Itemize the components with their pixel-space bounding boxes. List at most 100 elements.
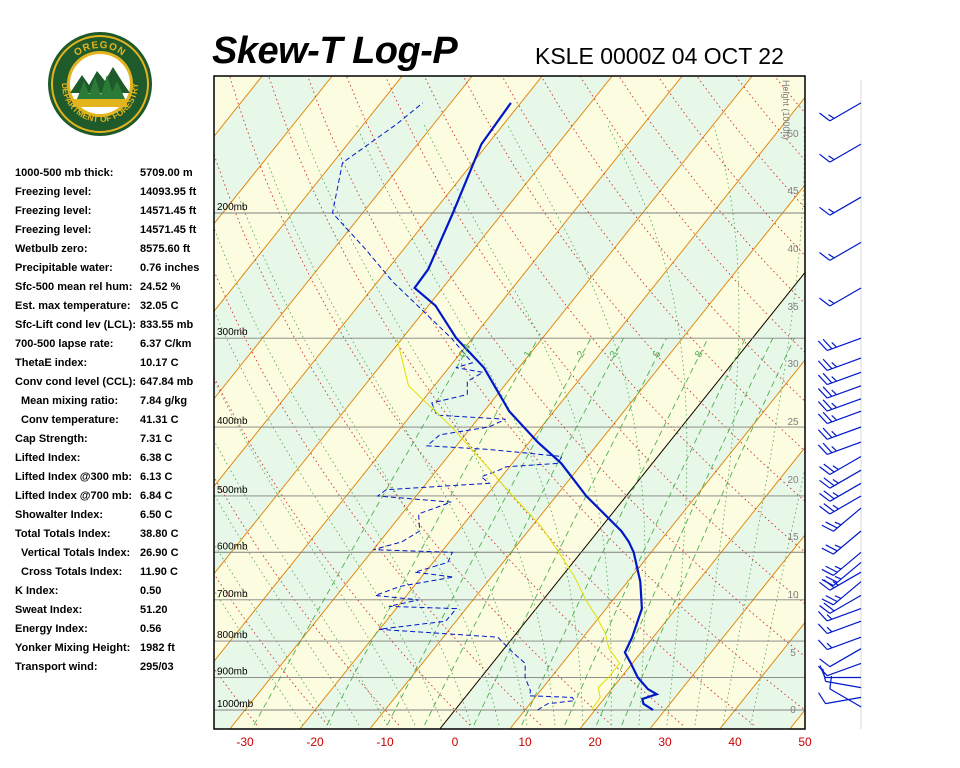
barb-half-flag [828, 253, 835, 259]
pressure-label: 900mb [217, 666, 248, 677]
index-label: Precipitable water: [15, 262, 113, 274]
index-label: Wetbulb zero: [15, 243, 88, 255]
x-tick-label: 0 [452, 735, 459, 749]
wind-barb [819, 287, 862, 307]
index-value: 6.50 C [140, 509, 173, 521]
barb-shaft [829, 482, 862, 502]
pressure-label: 700mb [217, 589, 248, 600]
moist-adiabat-line [214, 542, 332, 726]
index-row: Wetbulb zero: 8575.60 ft [15, 243, 215, 262]
moist-adiabat-line [214, 309, 444, 726]
barb-half-flag [828, 114, 835, 119]
barb-shaft [826, 371, 862, 386]
barb-flag [819, 112, 831, 122]
mixing-ratio-line [596, 338, 774, 726]
barb-flag [821, 579, 834, 587]
barb-shaft [833, 551, 862, 576]
index-value: 51.20 [140, 604, 168, 616]
barb-flag [822, 358, 833, 370]
index-row: Conv temperature: 41.31 C [15, 414, 215, 433]
index-label: Freezing level: [15, 224, 92, 236]
barb-shaft [829, 196, 862, 216]
barb-shaft [826, 441, 862, 455]
isotherm-line [229, 76, 753, 729]
wind-barb [819, 648, 862, 668]
barb-flag [823, 490, 835, 500]
wind-barb [817, 608, 862, 622]
wind-barb [817, 337, 862, 352]
barb-flag [817, 610, 828, 622]
barb-shaft [829, 102, 862, 122]
wind-barb [817, 385, 862, 399]
pressure-label: 300mb [217, 327, 248, 338]
x-tick-label: 10 [518, 735, 532, 749]
mixing-ratio-line [424, 337, 624, 726]
index-label: Lifted Index @700 mb: [15, 490, 133, 502]
x-tick-label: 40 [728, 735, 742, 749]
barb-flag [819, 297, 831, 307]
barb-half-flag [834, 565, 842, 570]
barb-flag [825, 544, 838, 552]
index-value: 24.52 % [140, 281, 181, 293]
barb-shaft [829, 594, 862, 614]
index-row: Cross Totals Index: 11.90 C [15, 566, 215, 585]
index-row: Cap Strength: 7.31 C [15, 433, 215, 452]
index-value: 11.90 C [140, 566, 178, 578]
barb-flag [822, 399, 833, 410]
isotherm-line [579, 446, 805, 729]
barb-shaft [829, 455, 862, 476]
wind-barb [821, 581, 862, 606]
station-time-subtitle: KSLE 0000Z 04 OCT 22 [535, 43, 784, 69]
height-tick-label: 25 [787, 417, 799, 428]
barb-shaft [826, 357, 862, 371]
height-tick-label: 40 [787, 244, 799, 255]
barb-flag [825, 575, 838, 583]
dry-adiabat-line [214, 667, 258, 726]
index-label: 700-500 lapse rate: [15, 338, 114, 350]
index-row: Showalter Index: 6.50 C [15, 509, 215, 528]
wind-barb [817, 662, 862, 677]
x-tick-label: -20 [306, 735, 324, 749]
mixing-ratio-line [326, 337, 539, 726]
index-value: 14571.45 ft [140, 205, 197, 217]
index-row: Lifted Index: 6.38 C [15, 452, 215, 471]
barb-flag [819, 658, 831, 668]
barb-shaft [826, 608, 862, 622]
index-row: Precipitable water: 0.76 inches [15, 262, 215, 281]
barb-half-flag [834, 544, 842, 549]
barb-half-flag [831, 415, 837, 421]
barb-flag [822, 386, 833, 397]
pressure-label: 800mb [217, 630, 248, 641]
index-value: 26.90 C [140, 547, 179, 559]
height-tick-label: 50 [787, 129, 799, 140]
stability-indices-panel: 1000-500 mb thick: 5709.00 m Freezing leve… [15, 167, 215, 680]
barb-flag [823, 503, 835, 512]
index-row: Freezing level: 14093.95 ft [15, 186, 215, 205]
index-label: Freezing level: [15, 205, 92, 217]
barb-flag [817, 623, 828, 634]
wind-barb [821, 530, 862, 555]
barb-half-flag [826, 626, 833, 633]
wind-barb [819, 102, 862, 122]
dewpoint-line [331, 102, 576, 711]
index-label: Lifted Index @300 mb: [15, 471, 133, 483]
chart-background [214, 76, 805, 729]
wind-barb [818, 692, 862, 705]
index-row: Total Totals Index: 38.80 C [15, 528, 215, 547]
barb-shaft [826, 337, 862, 352]
barb-shaft [826, 636, 862, 651]
dry-adiabat-line [935, 0, 960, 725]
index-label: Sfc-500 mean rel hum: [15, 281, 133, 293]
isotherm-line [789, 709, 805, 729]
height-tick-label: 15 [787, 532, 799, 543]
wind-barb [817, 410, 862, 425]
wind-barb [821, 551, 862, 576]
barb-flag [825, 595, 838, 603]
mixing-ratio-line [564, 338, 746, 726]
barb-flag [821, 547, 834, 555]
mixing-ratio-line [621, 338, 795, 726]
barb-shaft [833, 561, 862, 587]
barb-shaft [826, 620, 862, 635]
barb-flag [819, 505, 831, 515]
index-row: 700-500 lapse rate: 6.37 C/km [15, 338, 215, 357]
